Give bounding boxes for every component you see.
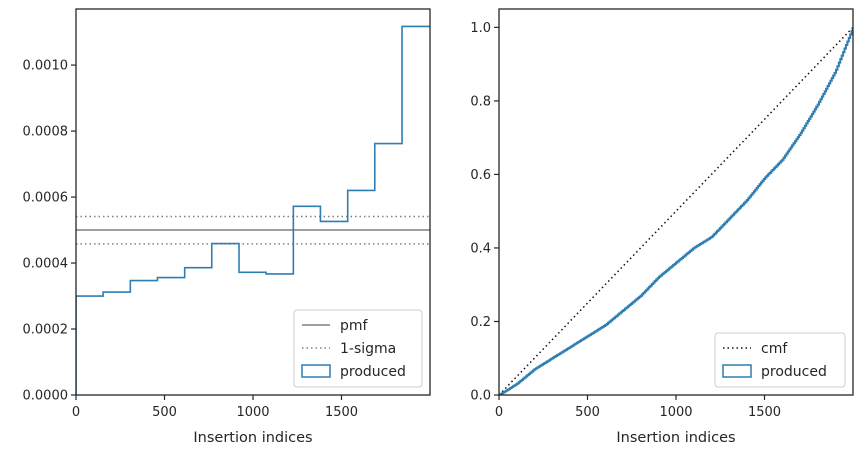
legend: cmf produced — [714, 332, 846, 388]
y-tick-label: 0.0004 — [23, 257, 69, 272]
y-tick-label: 0.2 — [470, 315, 491, 330]
legend-label: produced — [340, 364, 406, 380]
y-tick-label: 0.6 — [470, 168, 491, 183]
x-tick-label: 1000 — [659, 405, 692, 420]
x-tick-label: 500 — [575, 405, 600, 420]
legend: pmf 1-sigma produced — [293, 309, 423, 388]
x-tick-label: 500 — [152, 405, 177, 420]
legend-label: pmf — [340, 318, 369, 334]
x-tick-label: 1500 — [325, 405, 358, 420]
x-axis-label: Insertion indices — [616, 430, 735, 446]
legend-label: produced — [761, 364, 827, 380]
x-tick-label: 0 — [495, 405, 503, 420]
produced-cumulative-step — [499, 27, 853, 395]
y-tick-label: 0.8 — [470, 94, 491, 109]
legend-box — [293, 309, 423, 388]
y-tick-label: 0.0010 — [23, 59, 69, 74]
legend-label: 1-sigma — [340, 341, 396, 357]
y-tick-label: 0.0006 — [23, 191, 69, 206]
x-tick-label: 1000 — [236, 405, 269, 420]
legend-box — [714, 332, 846, 388]
x-tick-label: 0 — [72, 405, 80, 420]
y-tick-label: 0.0008 — [23, 125, 69, 140]
y-tick-label: 0.0002 — [23, 323, 69, 338]
y-tick-label: 0.0000 — [23, 389, 69, 404]
left-histogram-panel: 0 500 1000 1500 0.0000 0.0002 0.0004 0.0006 0.00… — [23, 8, 431, 446]
legend-label: cmf — [761, 341, 788, 357]
right-cumulative-panel: 0 500 1000 1500 0.0 0.2 0.4 0.6 0.8 1.0 Insertion … — [470, 8, 854, 446]
y-tick-label: 1.0 — [470, 21, 491, 36]
x-axis-label: Insertion indices — [193, 430, 312, 446]
legend-handle-produced — [722, 364, 752, 378]
plot-area — [499, 26, 853, 395]
legend-handle-produced — [301, 364, 331, 378]
x-tick-label: 1500 — [748, 405, 781, 420]
y-tick-label: 0.0 — [470, 389, 491, 404]
y-tick-label: 0.4 — [470, 241, 491, 256]
plot-area — [76, 25, 430, 395]
produced-histogram-step — [76, 25, 430, 395]
